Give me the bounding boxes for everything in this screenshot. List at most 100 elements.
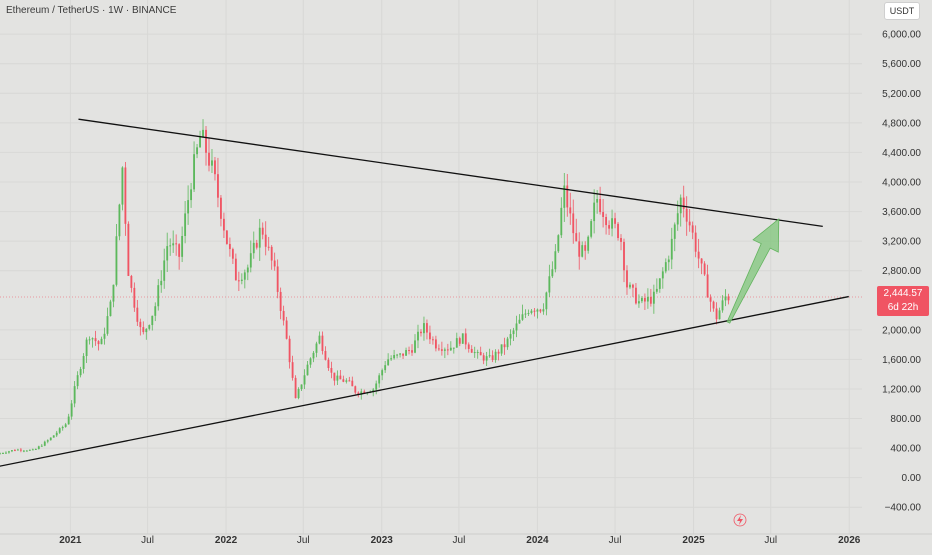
candle	[172, 230, 175, 253]
candle	[464, 328, 467, 350]
candle	[348, 376, 351, 382]
currency-button[interactable]: USDT	[884, 2, 920, 20]
candle	[214, 156, 216, 181]
candle	[405, 347, 407, 356]
x-tick-label: 2022	[215, 535, 238, 546]
y-tick-label: 2,800.00	[882, 266, 921, 277]
candle-body	[414, 340, 416, 353]
grid-lines	[0, 0, 862, 534]
candle	[288, 335, 291, 369]
candle-body	[437, 348, 440, 350]
candle	[76, 371, 79, 390]
candle-body	[163, 260, 166, 281]
candle-body	[130, 275, 133, 288]
candle	[661, 267, 664, 289]
y-tick-label: 4,800.00	[882, 118, 921, 129]
candle-body	[199, 137, 201, 148]
candle	[184, 201, 187, 244]
candle	[94, 330, 97, 346]
candle-body	[479, 351, 482, 356]
candle	[14, 448, 16, 452]
candle-body	[724, 296, 727, 301]
candle-body	[49, 437, 52, 441]
candle	[243, 269, 246, 289]
y-tick-label: 800.00	[890, 414, 921, 425]
candle	[626, 265, 628, 295]
drawings[interactable]	[0, 118, 849, 467]
candle-body	[121, 167, 124, 205]
candle-body	[572, 213, 575, 234]
candle-body	[37, 446, 40, 449]
candle-body	[34, 448, 37, 450]
candle	[249, 240, 252, 273]
candle-body	[67, 416, 70, 425]
candle-body	[172, 243, 175, 246]
candle	[166, 232, 169, 273]
candle	[688, 208, 691, 232]
candle	[19, 447, 22, 453]
candle-body	[584, 245, 587, 251]
candle-body	[157, 285, 160, 307]
candle	[11, 449, 13, 453]
candle	[228, 237, 231, 257]
candle	[175, 234, 178, 256]
candle	[145, 328, 148, 340]
candle	[31, 448, 34, 451]
candle-body	[512, 330, 515, 335]
candle-body	[464, 333, 467, 345]
candle	[46, 439, 49, 444]
y-axis[interactable]: 6,000.00 5,600.00 5,200.00 4,800.00 4,400.00…	[862, 0, 932, 550]
candle-body	[545, 292, 548, 310]
candle-body	[611, 218, 613, 229]
candle	[267, 236, 270, 251]
candle-body	[184, 213, 187, 237]
candle-body	[515, 323, 518, 331]
candle	[703, 261, 706, 276]
candle	[446, 343, 449, 356]
candle	[64, 422, 67, 428]
candle	[252, 231, 255, 259]
candle	[55, 430, 58, 438]
candle	[640, 296, 643, 304]
candle-body	[297, 389, 300, 399]
candle	[396, 353, 399, 359]
candle-body	[691, 225, 694, 233]
x-tick-label: Jul	[764, 535, 777, 546]
candle-body	[112, 284, 115, 302]
candle	[390, 355, 393, 361]
candle	[431, 336, 434, 345]
candle-body	[309, 358, 312, 365]
candle-body	[649, 296, 652, 304]
candle-body	[357, 392, 360, 395]
candle	[521, 304, 524, 321]
candle-body	[166, 246, 169, 261]
candle-body	[500, 344, 503, 354]
candle	[34, 448, 37, 450]
candle	[100, 336, 103, 345]
candle-body	[467, 344, 470, 349]
candle	[375, 380, 378, 395]
candle	[336, 370, 339, 385]
last-price-value: 2,444.57	[883, 288, 923, 299]
candle	[327, 357, 330, 371]
candle-body	[258, 227, 261, 248]
candle-body	[294, 377, 297, 399]
candle	[434, 335, 437, 352]
candle	[67, 413, 70, 425]
candle-body	[703, 263, 706, 275]
candle-body	[503, 344, 506, 348]
candle-body	[646, 296, 649, 302]
candle-body	[640, 297, 643, 302]
candle	[494, 349, 497, 363]
candle	[536, 308, 539, 319]
candle	[303, 369, 306, 390]
candle-body	[629, 284, 631, 288]
candle-body	[709, 297, 712, 302]
candle	[560, 197, 563, 239]
candle-body	[661, 271, 664, 279]
candle	[282, 305, 285, 326]
x-axis[interactable]: 2021 Jul 2022 Jul 2023 Jul 2024 Jul 2025 Jul 2026	[0, 533, 932, 546]
candle	[8, 450, 10, 454]
